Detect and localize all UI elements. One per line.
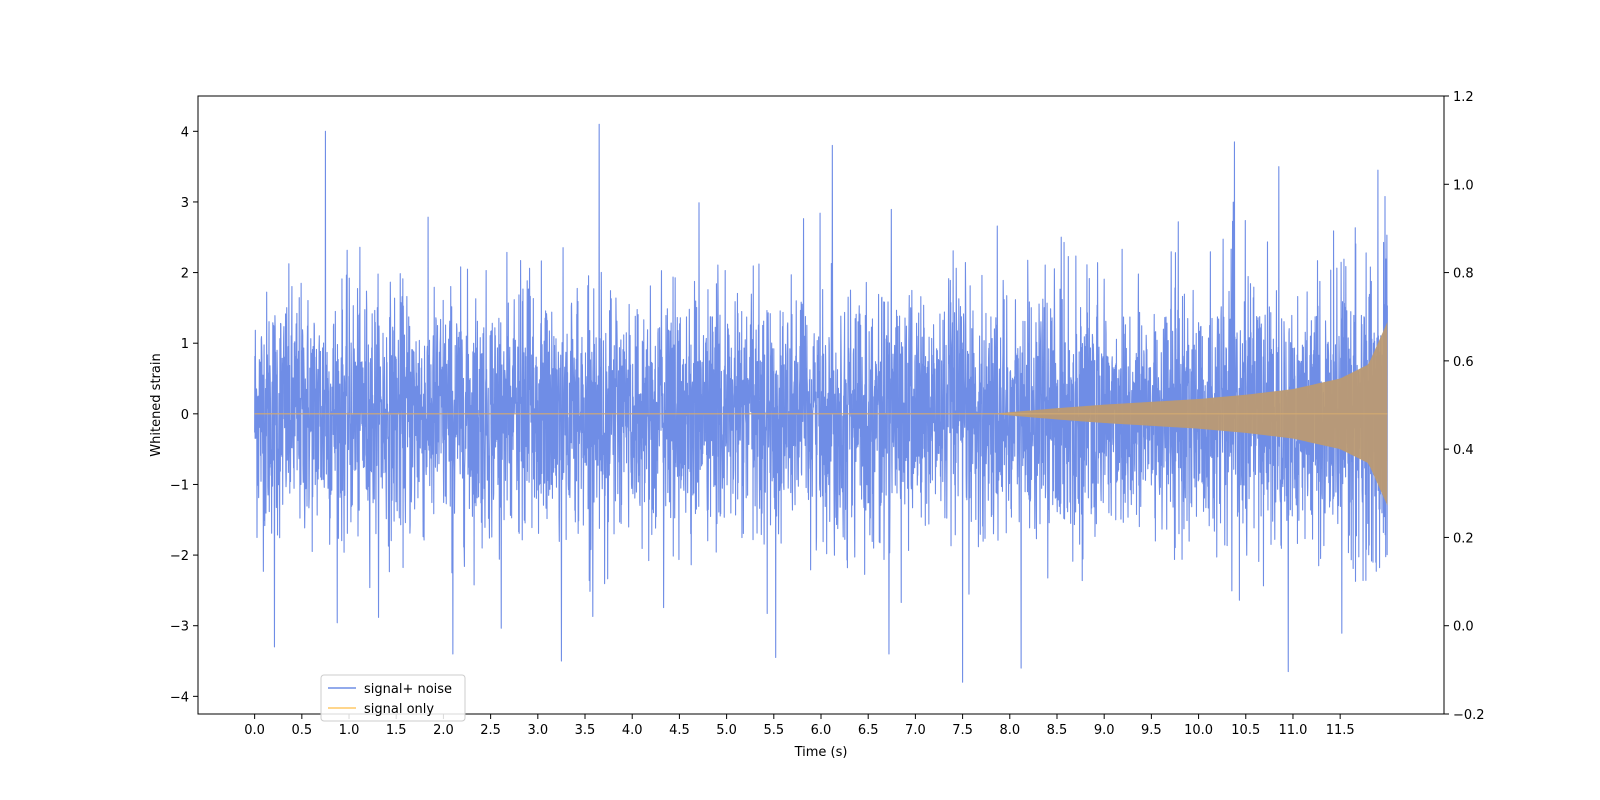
legend-label-signal-only: signal only: [364, 702, 434, 717]
x-tick-label: 8.5: [1047, 723, 1068, 738]
x-tick-label: 11.0: [1278, 723, 1307, 738]
plot-area: [254, 123, 1388, 683]
x-axis-label: Time (s): [794, 745, 848, 760]
x-tick-label: 11.5: [1326, 723, 1355, 738]
x-tick-label: 0.0: [244, 723, 265, 738]
x-tick-label: 3.5: [575, 723, 596, 738]
y-right-tick-label: 1.2: [1453, 90, 1474, 105]
x-tick-label: 5.5: [763, 723, 784, 738]
y-right-tick-label: 0.6: [1453, 355, 1474, 370]
y-right-tick-label: 1.0: [1453, 178, 1474, 193]
y-tick-label: 0: [181, 408, 189, 423]
y-tick-label: 3: [181, 196, 189, 211]
y-tick-label: 4: [181, 125, 189, 140]
y-tick-label: −4: [170, 690, 189, 705]
y-tick-label: −1: [170, 478, 189, 493]
x-tick-label: 9.0: [1094, 723, 1115, 738]
x-tick-label: 6.0: [811, 723, 832, 738]
y-axis-left: −4 −3 −2 −1 0 1 2 3 4: [170, 125, 198, 705]
y-tick-label: 1: [181, 337, 189, 352]
y-right-tick-label: 0.0: [1453, 620, 1474, 635]
x-axis: 0.0 0.5 1.0 1.5 2.0 2.5 3.0 3.5 4.0 4.5 5.0 5.5 6.0 6…: [244, 714, 1355, 738]
x-tick-label: 4.0: [622, 723, 643, 738]
x-tick-label: 2.0: [433, 723, 454, 738]
x-tick-label: 9.5: [1141, 723, 1162, 738]
y-right-tick-label: 0.8: [1453, 267, 1474, 282]
x-tick-label: 8.0: [999, 723, 1020, 738]
x-tick-label: 2.5: [480, 723, 501, 738]
y-axis-right: −0.2 0.0 0.2 0.4 0.6 0.8 1.0 1.2: [1444, 90, 1485, 723]
x-tick-label: 7.5: [952, 723, 973, 738]
y-tick-label: −2: [170, 549, 189, 564]
x-tick-label: 3.0: [527, 723, 548, 738]
x-tick-label: 4.5: [669, 723, 690, 738]
legend-box: [320, 674, 466, 722]
x-tick-label: 1.5: [386, 723, 407, 738]
x-tick-label: 10.5: [1231, 723, 1260, 738]
x-tick-label: 1.0: [339, 723, 360, 738]
legend-label-signal-plus-noise: signal+ noise: [364, 682, 452, 697]
x-tick-label: 0.5: [291, 723, 312, 738]
x-tick-label: 6.5: [858, 723, 879, 738]
y-right-tick-label: 0.4: [1453, 443, 1474, 458]
y-tick-label: 2: [181, 267, 189, 282]
series-line-signal-plus-noise: [254, 123, 1388, 683]
x-tick-label: 7.0: [905, 723, 926, 738]
y-axis-label: Whitened strain: [149, 353, 164, 456]
x-tick-label: 10.0: [1184, 723, 1213, 738]
y-right-tick-label: −0.2: [1453, 708, 1485, 723]
legend: signal+ noise signal only: [320, 674, 466, 722]
y-tick-label: −3: [170, 620, 189, 635]
y-right-tick-label: 0.2: [1453, 531, 1474, 546]
x-tick-label: 5.0: [716, 723, 737, 738]
